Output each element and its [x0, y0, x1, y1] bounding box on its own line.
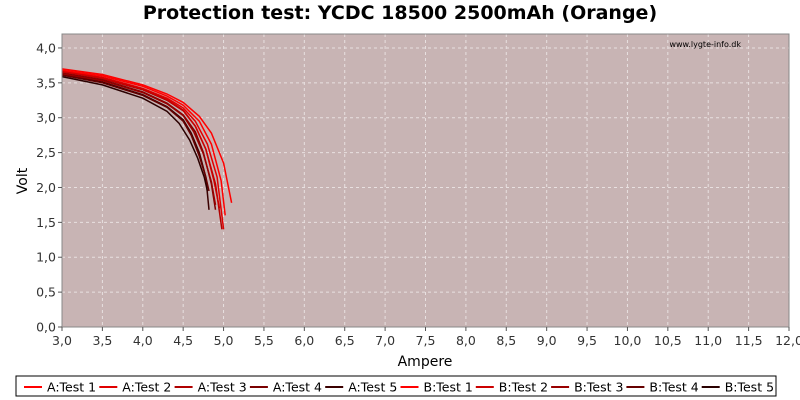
x-tick-label: 5,5: [254, 333, 274, 348]
legend-label: B:Test 2: [499, 380, 548, 395]
series-group: [61, 68, 233, 230]
x-tick-label: 5,0: [214, 333, 234, 348]
x-tick-label: 6,0: [294, 333, 314, 348]
x-tick-label: 10,0: [614, 333, 642, 348]
y-tick-label: 0,0: [36, 320, 56, 335]
x-tick-label: 6,5: [335, 333, 355, 348]
legend-label: B:Test 5: [725, 380, 774, 395]
x-axis-ticks: 3,0 3,5 4,0 4,5 5,0 5,5 6,0 6,5 7,0 7,5 8,0 8,5 9,0 9…: [52, 327, 800, 348]
series-line-6: [61, 69, 226, 216]
x-tick-label: 8,5: [496, 333, 516, 348]
legend: A:Test 1 A:Test 2 A:Test 3 A:Test 4 A:Test 5…: [24, 380, 774, 395]
x-tick-label: 4,5: [173, 333, 193, 348]
y-tick-label: 1,0: [36, 250, 56, 265]
legend-label: A:Test 5: [348, 380, 397, 395]
watermark: www.lygte-info.dk: [669, 40, 741, 49]
legend-label: B:Test 4: [649, 380, 698, 395]
x-tick-label: 9,0: [537, 333, 557, 348]
series-line-1: [61, 68, 233, 203]
x-tick-label: 3,0: [52, 333, 72, 348]
legend-label: B:Test 1: [424, 380, 473, 395]
legend-box: [15, 375, 777, 397]
x-tick-label: 7,5: [416, 333, 436, 348]
y-tick-label: 1,5: [36, 215, 56, 230]
series-line-9: [61, 74, 210, 192]
y-tick-label: 3,5: [36, 75, 56, 90]
x-tick-label: 10,5: [654, 333, 682, 348]
legend-label: A:Test 3: [198, 380, 247, 395]
x-tick-label: 11,0: [694, 333, 722, 348]
x-tick-label: 12,0: [775, 333, 800, 348]
x-tick-label: 9,5: [577, 333, 597, 348]
y-tick-label: 0,5: [36, 285, 56, 300]
y-axis-ticks: 0,0 0,5 1,0 1,5 2,0 2,5 3,0 3,5 4,0: [36, 40, 62, 335]
y-axis-label: Volt: [15, 167, 31, 194]
series-line-7: [61, 70, 221, 209]
chart-title: Protection test: YCDC 18500 2500mAh (Ora…: [142, 2, 658, 24]
series-line-8: [61, 73, 217, 206]
legend-label: A:Test 2: [122, 380, 171, 395]
legend-label: B:Test 3: [574, 380, 623, 395]
series-line-10: [61, 75, 209, 192]
x-tick-label: 3,5: [92, 333, 112, 348]
legend-label: A:Test 4: [273, 380, 322, 395]
y-tick-label: 2,5: [36, 145, 56, 160]
y-tick-label: 3,0: [36, 110, 56, 125]
y-tick-label: 2,0: [36, 180, 56, 195]
x-tick-label: 11,5: [735, 333, 763, 348]
x-tick-label: 7,0: [375, 333, 395, 348]
x-tick-label: 4,0: [133, 333, 153, 348]
x-axis-label: Ampere: [398, 354, 453, 370]
x-tick-label: 8,0: [456, 333, 476, 348]
legend-label: A:Test 1: [47, 380, 96, 395]
y-tick-label: 4,0: [36, 40, 56, 55]
